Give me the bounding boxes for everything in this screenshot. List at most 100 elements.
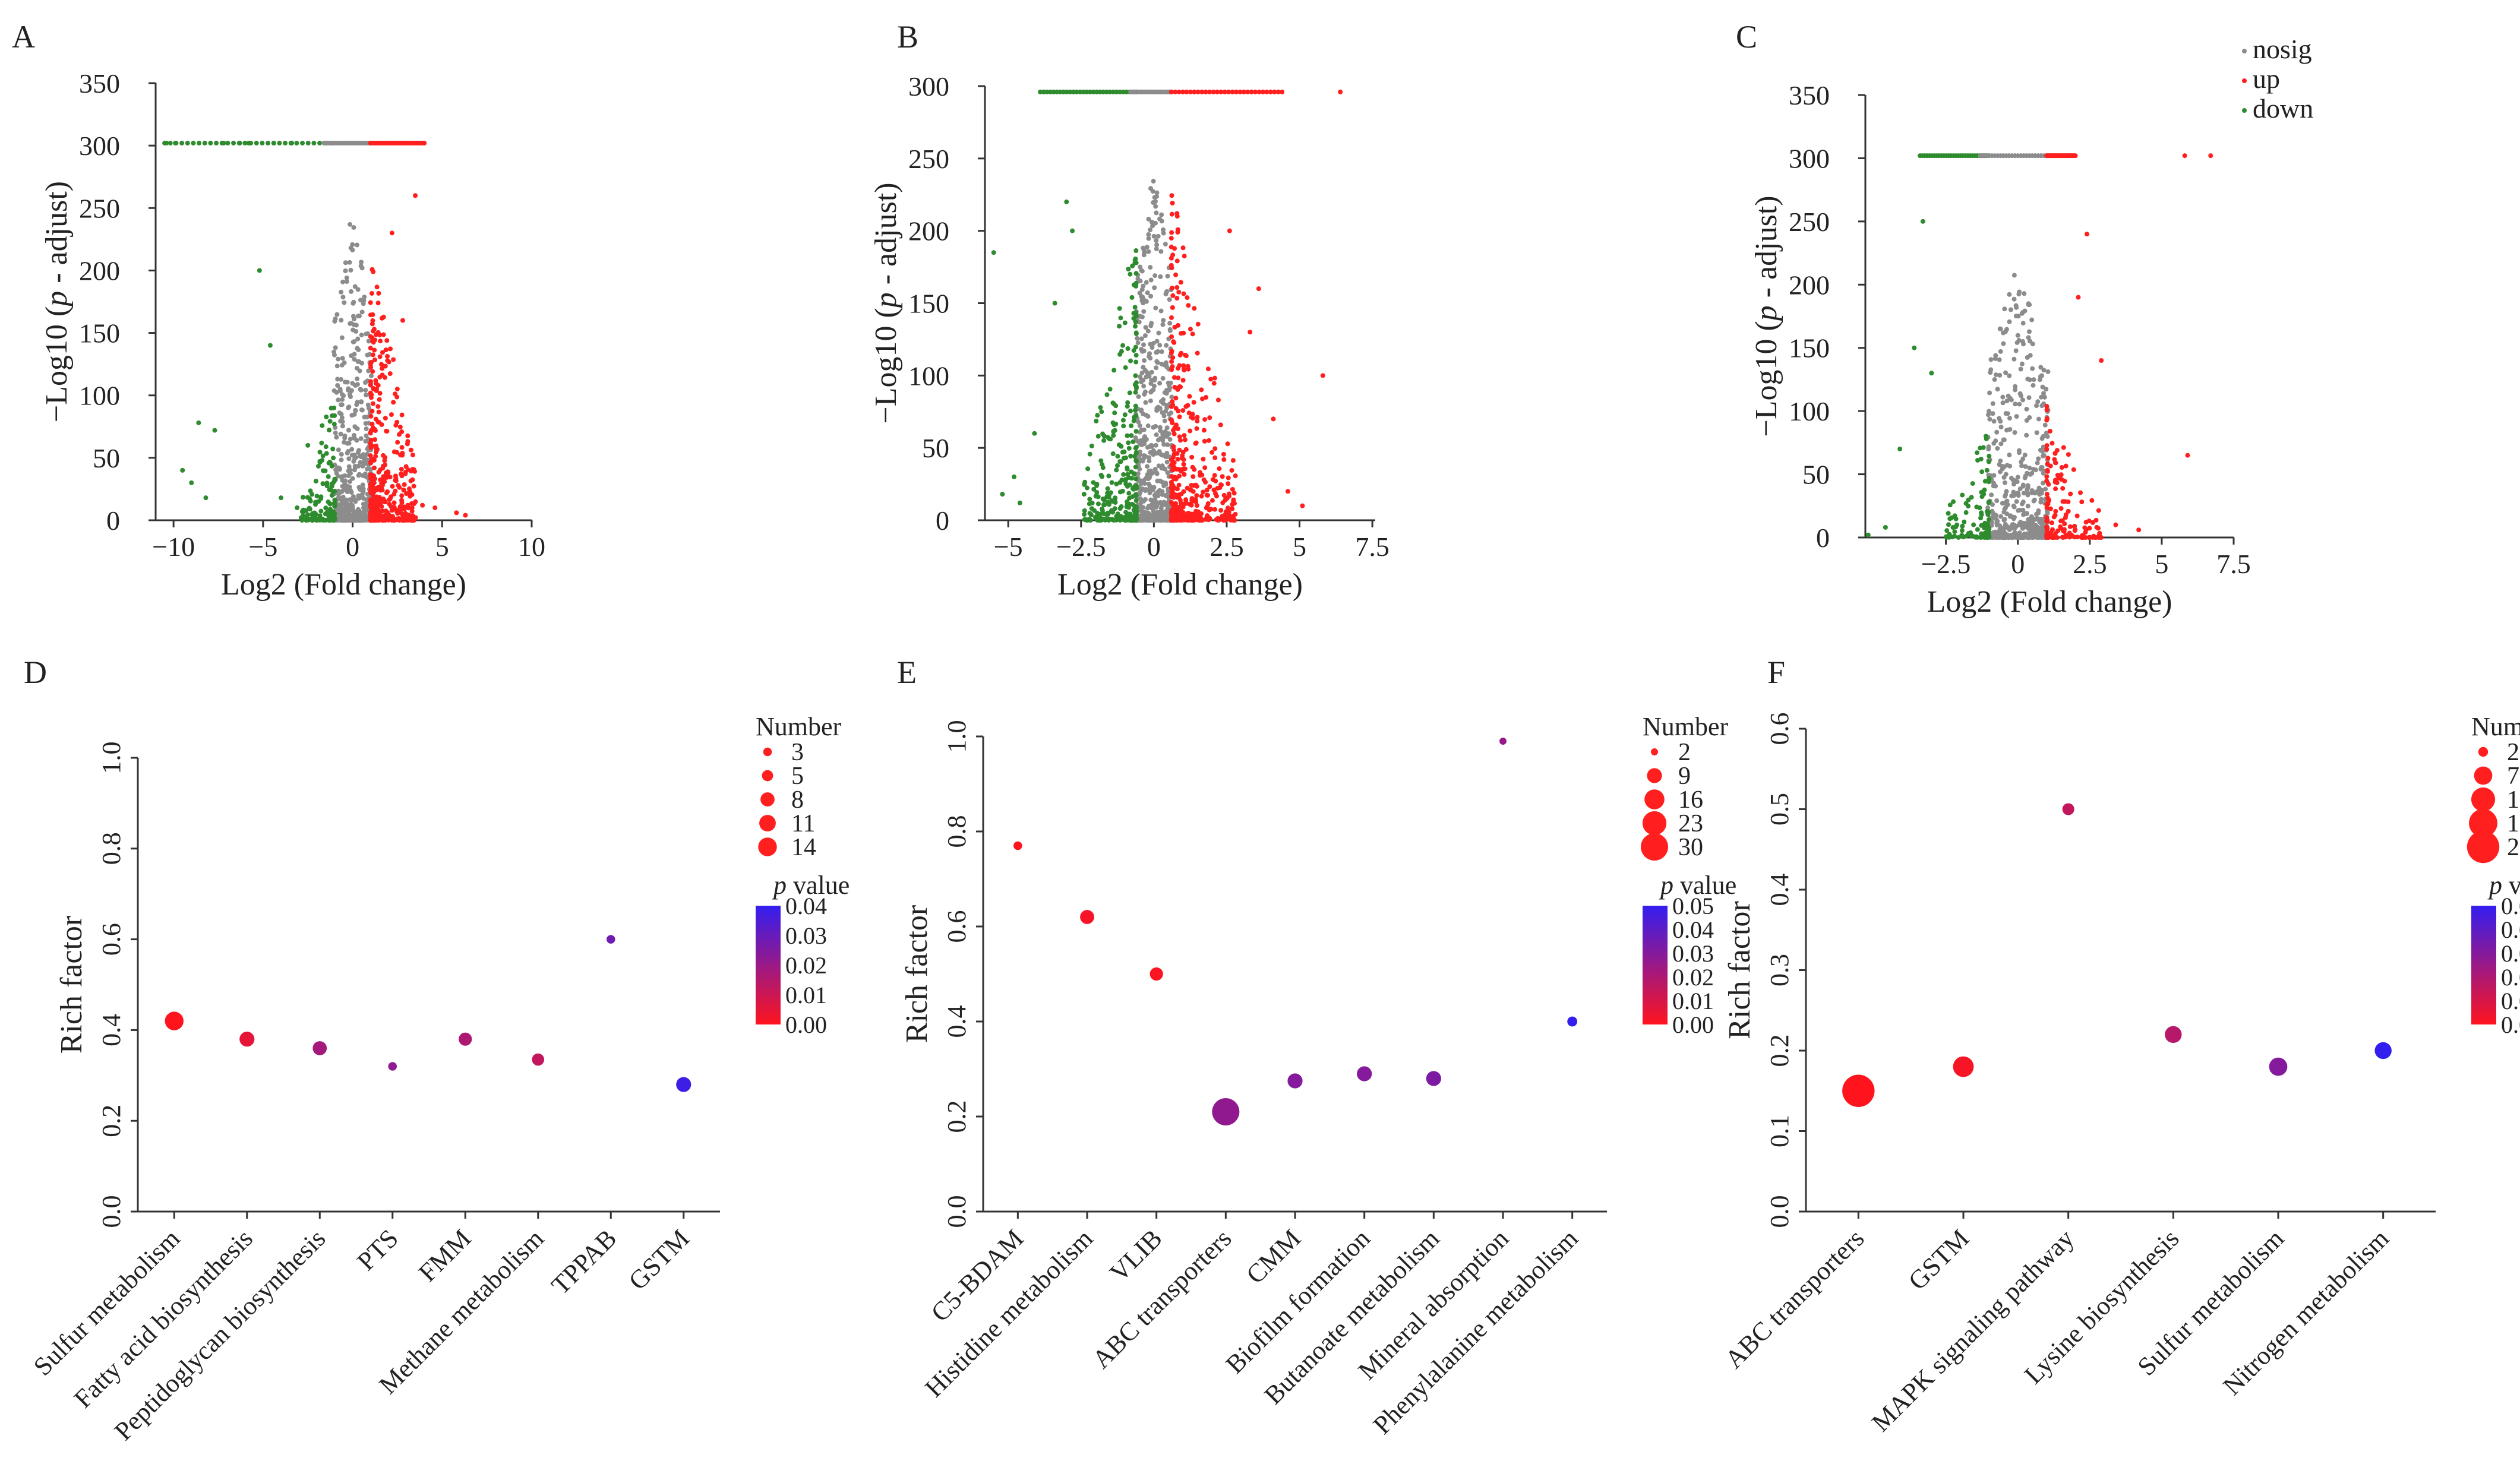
data-point [1995, 387, 2000, 392]
data-point [1986, 479, 1991, 485]
data-point [1131, 502, 1136, 508]
data-point [1141, 455, 1147, 460]
data-point [1145, 290, 1150, 295]
data-point [377, 354, 383, 359]
x-axis-title: Log2 (Fold change) [1057, 568, 1303, 602]
data-point [359, 492, 365, 497]
data-point [422, 140, 427, 146]
data-point [1947, 516, 1953, 521]
y-tick-label: 0.5 [1765, 793, 1794, 826]
data-point [354, 365, 359, 371]
data-point [1133, 373, 1138, 378]
data-point [389, 412, 394, 418]
data-point [394, 419, 400, 425]
data-point [2022, 475, 2028, 480]
data-point [1070, 228, 1075, 233]
data-point [2004, 489, 2009, 494]
data-point [1128, 409, 1133, 414]
data-point [1121, 472, 1126, 477]
data-point [413, 499, 418, 504]
data-point [1164, 425, 1170, 431]
color-legend-tick: 0.03 [1672, 940, 1714, 967]
data-point [271, 140, 276, 146]
data-point [2013, 314, 2019, 319]
data-point [1170, 200, 1175, 205]
data-point [2062, 521, 2067, 526]
data-point [1139, 336, 1144, 341]
data-point [1152, 467, 1158, 472]
data-point [346, 386, 351, 391]
data-point [346, 456, 352, 461]
data-point [267, 343, 273, 348]
data-point [1098, 473, 1104, 478]
data-point [1180, 450, 1186, 455]
data-point [1126, 491, 1132, 496]
size-legend-label: 30 [1678, 834, 1703, 861]
data-point [350, 301, 356, 306]
data-point [334, 435, 339, 440]
x-tick-label: 5 [1293, 532, 1306, 562]
data-point [2007, 373, 2012, 378]
x-tick-label: 5 [2155, 549, 2168, 579]
data-point [2073, 153, 2078, 159]
data-point [353, 328, 359, 334]
data-point [1979, 531, 1984, 536]
data-point [164, 140, 169, 146]
data-point [2003, 411, 2009, 416]
data-point [370, 422, 375, 427]
data-point [2012, 430, 2017, 435]
data-point [1148, 517, 1154, 522]
data-point [1200, 396, 1205, 401]
data-point [387, 371, 393, 377]
data-point [1123, 365, 1128, 370]
data-point [2055, 528, 2060, 533]
data-point [1082, 512, 1087, 517]
data-point [2044, 478, 2050, 483]
data-point [1174, 258, 1180, 264]
data-point [1169, 265, 1174, 271]
y-tick-label: 0.6 [1765, 713, 1794, 745]
data-point [334, 363, 340, 369]
data-point [339, 318, 344, 323]
data-point [2007, 453, 2012, 458]
data-point [1207, 415, 1212, 420]
y-axis-title: Rich factor [55, 916, 89, 1054]
data-point [277, 140, 282, 146]
y-axis-title-part: - adjust) [1750, 195, 1783, 305]
data-point [1195, 418, 1200, 423]
data-point [1125, 472, 1130, 477]
data-point [323, 444, 329, 450]
data-point [2024, 432, 2029, 438]
data-point [318, 508, 324, 514]
data-point [1132, 407, 1138, 413]
legend-marker [2242, 108, 2247, 113]
data-point [1182, 368, 1187, 373]
data-point [1161, 318, 1166, 323]
data-point [2041, 368, 2047, 373]
data-point [1158, 517, 1163, 523]
y-tick-label: 200 [1789, 270, 1830, 300]
x-tick-label: VLIB [1104, 1223, 1168, 1287]
data-point [329, 406, 334, 411]
y-tick-label: 200 [79, 255, 120, 286]
data-point [371, 480, 377, 486]
data-point [375, 382, 381, 388]
data-point [1163, 517, 1168, 523]
data-point [1142, 488, 1148, 494]
data-point [1168, 380, 1173, 385]
x-tick-label: 2.5 [1210, 532, 1244, 562]
y-tick-label: 150 [908, 289, 949, 319]
data-point [1194, 426, 1199, 431]
data-point [1300, 503, 1305, 508]
data-point [1984, 434, 1989, 439]
data-point [1068, 89, 1073, 94]
data-point [1984, 509, 1990, 514]
data-point [1164, 459, 1170, 464]
data-point [2003, 494, 2008, 499]
data-point [1100, 507, 1105, 512]
data-point [1098, 458, 1104, 463]
color-legend-tick: 0.04 [785, 893, 827, 919]
data-point [2041, 391, 2047, 396]
